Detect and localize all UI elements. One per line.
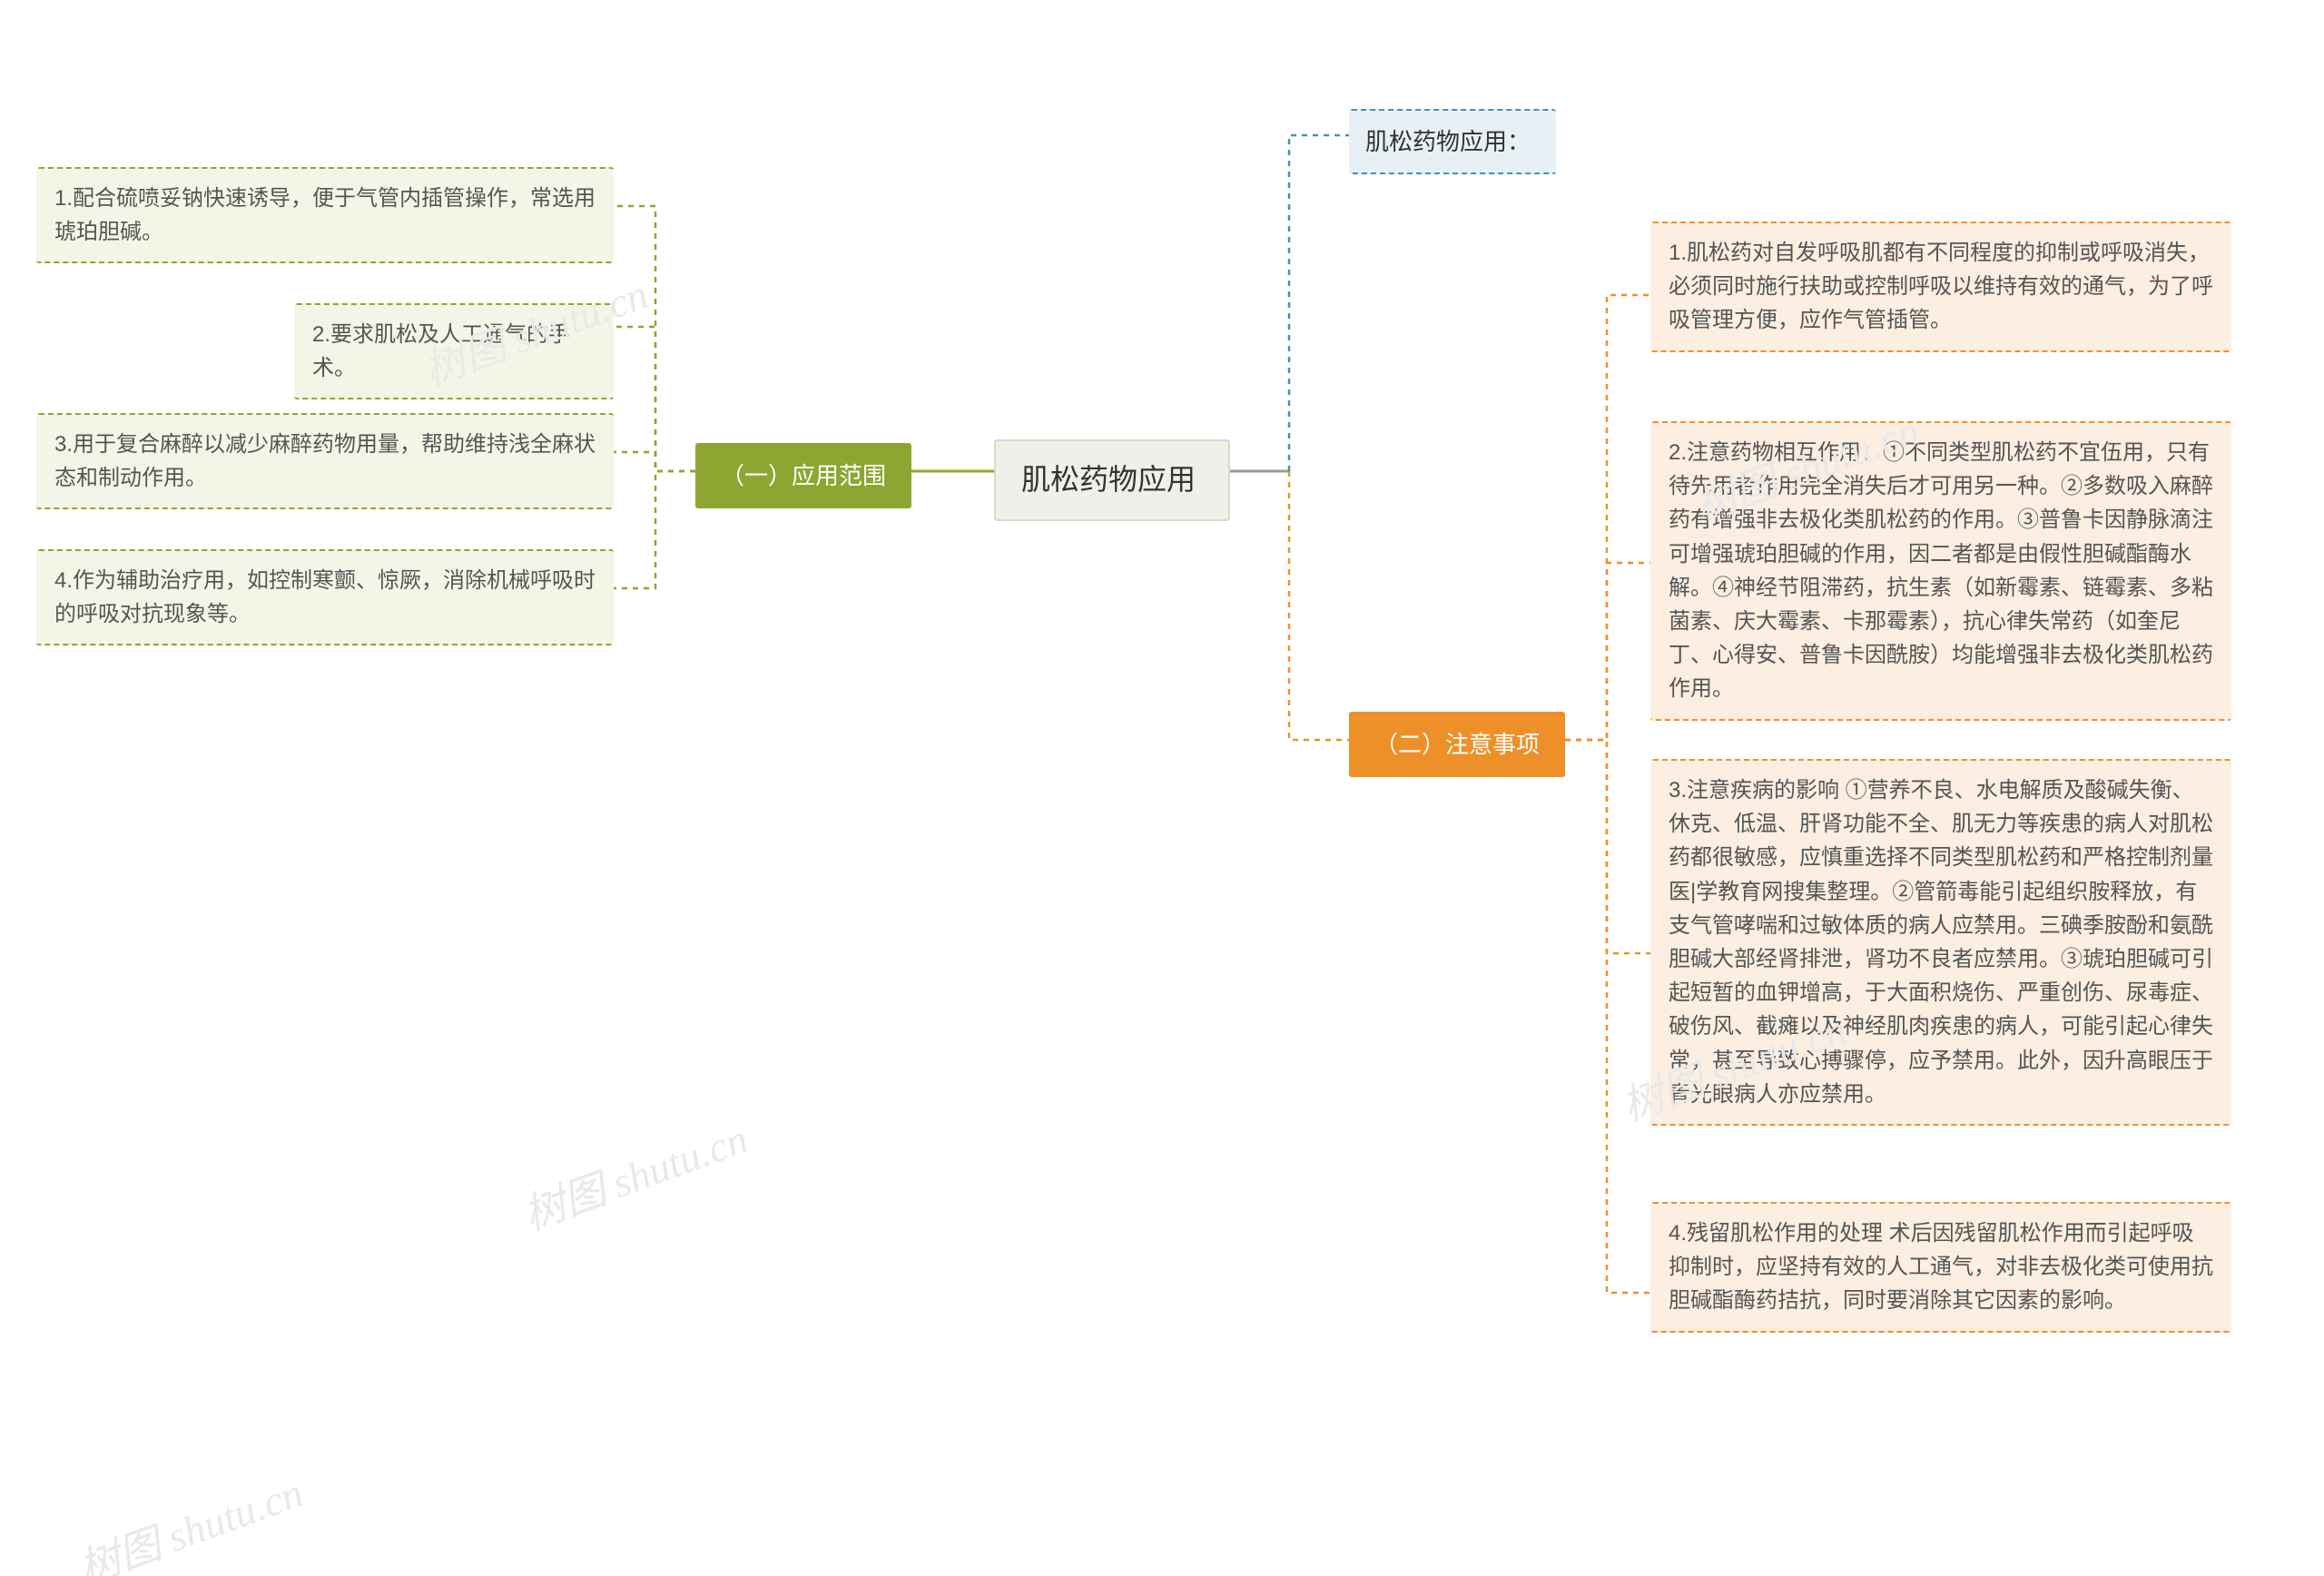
notes-leaf-2[interactable]: 2.注意药物相互作用：①不同类型肌松药不宜伍用，只有待先用者作用完全消失后才可用… (1650, 421, 2231, 721)
notes-leaf-1[interactable]: 1.肌松药对自发呼吸肌都有不同程度的抑制或呼吸消失，必须同时施行扶助或控制呼吸以… (1650, 222, 2231, 352)
scope-leaf-1[interactable]: 1.配合硫喷妥钠快速诱导，便于气管内插管操作，常选用琥珀胆碱。 (36, 167, 614, 263)
watermark: 树图 shutu.cn (69, 1460, 310, 1576)
notes-leaf-4[interactable]: 4.残留肌松作用的处理 术后因残留肌松作用而引起呼吸 抑制时，应坚持有效的人工通… (1650, 1202, 2231, 1333)
branch-app[interactable]: 肌松药物应用： (1349, 109, 1556, 174)
branch-scope[interactable]: （一）应用范围 (695, 443, 911, 508)
scope-leaf-2[interactable]: 2.要求肌松及人工通气的手术。 (294, 303, 614, 399)
scope-leaf-3[interactable]: 3.用于复合麻醉以减少麻醉药物用量，帮助维持浅全麻状态和制动作用。 (36, 413, 614, 509)
center-node[interactable]: 肌松药物应用 (994, 439, 1230, 521)
branch-notes[interactable]: （二）注意事项 (1349, 712, 1565, 777)
scope-leaf-4[interactable]: 4.作为辅助治疗用，如控制寒颤、惊厥，消除机械呼吸时的呼吸对抗现象等。 (36, 549, 614, 645)
watermark: 树图 shutu.cn (514, 1106, 754, 1242)
notes-leaf-3[interactable]: 3.注意疾病的影响 ①营养不良、水电解质及酸碱失衡、休克、低温、肝肾功能不全、肌… (1650, 759, 2231, 1126)
